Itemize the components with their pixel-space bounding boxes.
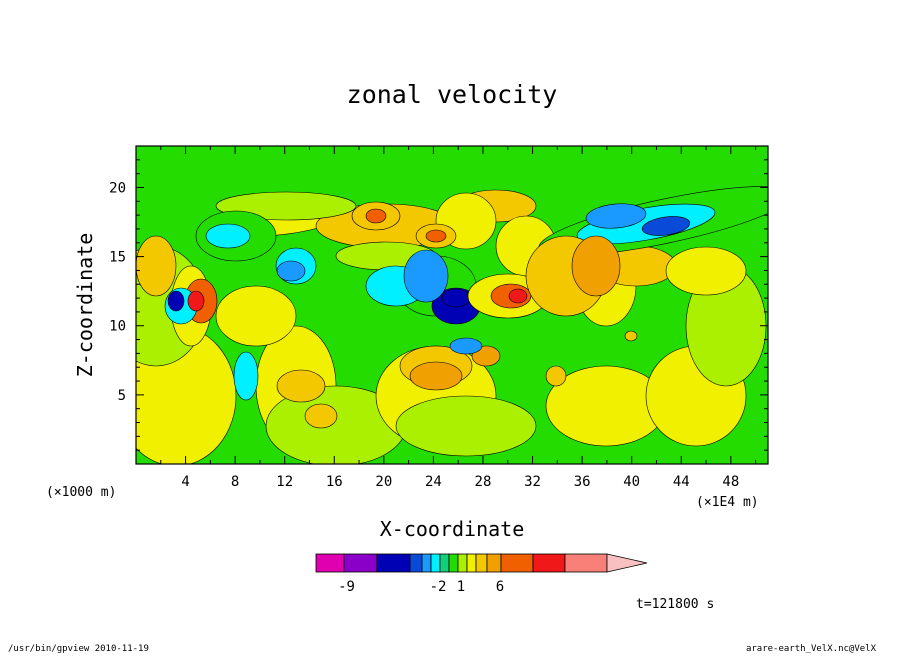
y-axis-label: Z-coordinate <box>73 233 97 378</box>
time-label: t=121800 s <box>636 597 714 612</box>
contour-region-23 <box>215 285 297 347</box>
colorbar-swatch <box>439 553 450 573</box>
contour-region-50 <box>571 235 621 297</box>
colorbar-swatch <box>409 553 423 573</box>
x-tick-label: 28 <box>475 474 492 490</box>
contour-region-31 <box>441 288 471 308</box>
colorbar-swatch <box>457 553 468 573</box>
x-unit-right: (×1E4 m) <box>696 495 759 510</box>
x-axis: 4 8 12 16 20 24 28 32 36 40 44 48 <box>160 146 757 490</box>
x-tick-label: 4 <box>181 474 189 490</box>
colorbar-swatch <box>486 553 502 573</box>
contour-region-5 <box>395 395 537 457</box>
x-tick-label: 12 <box>276 474 293 490</box>
y-tick-label: 15 <box>109 250 126 266</box>
x-tick-label: 20 <box>375 474 392 490</box>
colorbar-label: -2 <box>430 579 447 595</box>
contour-region-39 <box>425 229 447 243</box>
contour-region-51 <box>276 369 326 403</box>
colorbar-swatch <box>466 553 477 573</box>
x-tick-label: 48 <box>722 474 739 490</box>
x-unit-left: (×1000 m) <box>46 485 116 500</box>
x-tick-label: 24 <box>425 474 442 490</box>
x-axis-label: X-coordinate <box>380 517 525 541</box>
colorbar-swatch <box>532 553 566 573</box>
colorbar-swatch <box>500 553 534 573</box>
x-tick-label: 32 <box>524 474 541 490</box>
colorbar-label: -9 <box>338 579 355 595</box>
colorbar-swatch <box>315 553 345 573</box>
y-tick-label: 10 <box>109 319 126 335</box>
colorbar-swatch <box>430 553 441 573</box>
colorbar-swatch <box>376 553 411 573</box>
contour-region-42 <box>641 216 691 236</box>
colorbar: -9 -2 1 6 <box>315 553 648 595</box>
colorbar-label: 6 <box>496 579 504 595</box>
plot-frame <box>135 145 769 465</box>
contour-region-53 <box>449 337 483 355</box>
plot-area <box>136 146 768 464</box>
y-tick-label: 20 <box>109 180 126 196</box>
footer-right: arare-earth_VelX.nc@VelX <box>746 644 877 654</box>
x-tick-label: 44 <box>673 474 690 490</box>
colorbar-swatch <box>343 553 378 573</box>
x-tick-label: 36 <box>574 474 591 490</box>
x-tick-label: 8 <box>231 474 239 490</box>
contour-region-43 <box>585 203 647 229</box>
contour-region-22 <box>167 290 185 312</box>
contour-region-45 <box>233 351 259 401</box>
contour-region-17 <box>665 246 747 296</box>
footer-left: /usr/bin/gpview 2010-11-19 <box>8 644 149 654</box>
contour-region-47 <box>409 361 463 391</box>
contour-region-30 <box>403 249 449 303</box>
chart-title: zonal velocity <box>347 80 558 109</box>
contour-region-56 <box>136 235 177 297</box>
contour-region-44 <box>276 260 306 282</box>
colorbar-swatch <box>564 553 608 573</box>
contour-region-25 <box>205 223 251 249</box>
x-tick-label: 16 <box>326 474 343 490</box>
colorbar-swatch <box>475 553 488 573</box>
contour-region-34 <box>508 288 528 304</box>
colorbar-label: 1 <box>457 579 465 595</box>
contour-region-21 <box>187 290 205 312</box>
colorbar-swatch <box>421 553 432 573</box>
colorbar-swatch <box>448 553 459 573</box>
contour-region-55 <box>624 330 638 342</box>
contour-region-37 <box>365 208 387 224</box>
contour-region-54 <box>545 365 567 387</box>
y-tick-label: 5 <box>118 388 126 404</box>
contour-region-52 <box>304 403 338 429</box>
colorbar-arrow <box>606 553 648 573</box>
y-axis: 5 10 15 20 <box>109 159 768 451</box>
x-tick-label: 40 <box>623 474 640 490</box>
